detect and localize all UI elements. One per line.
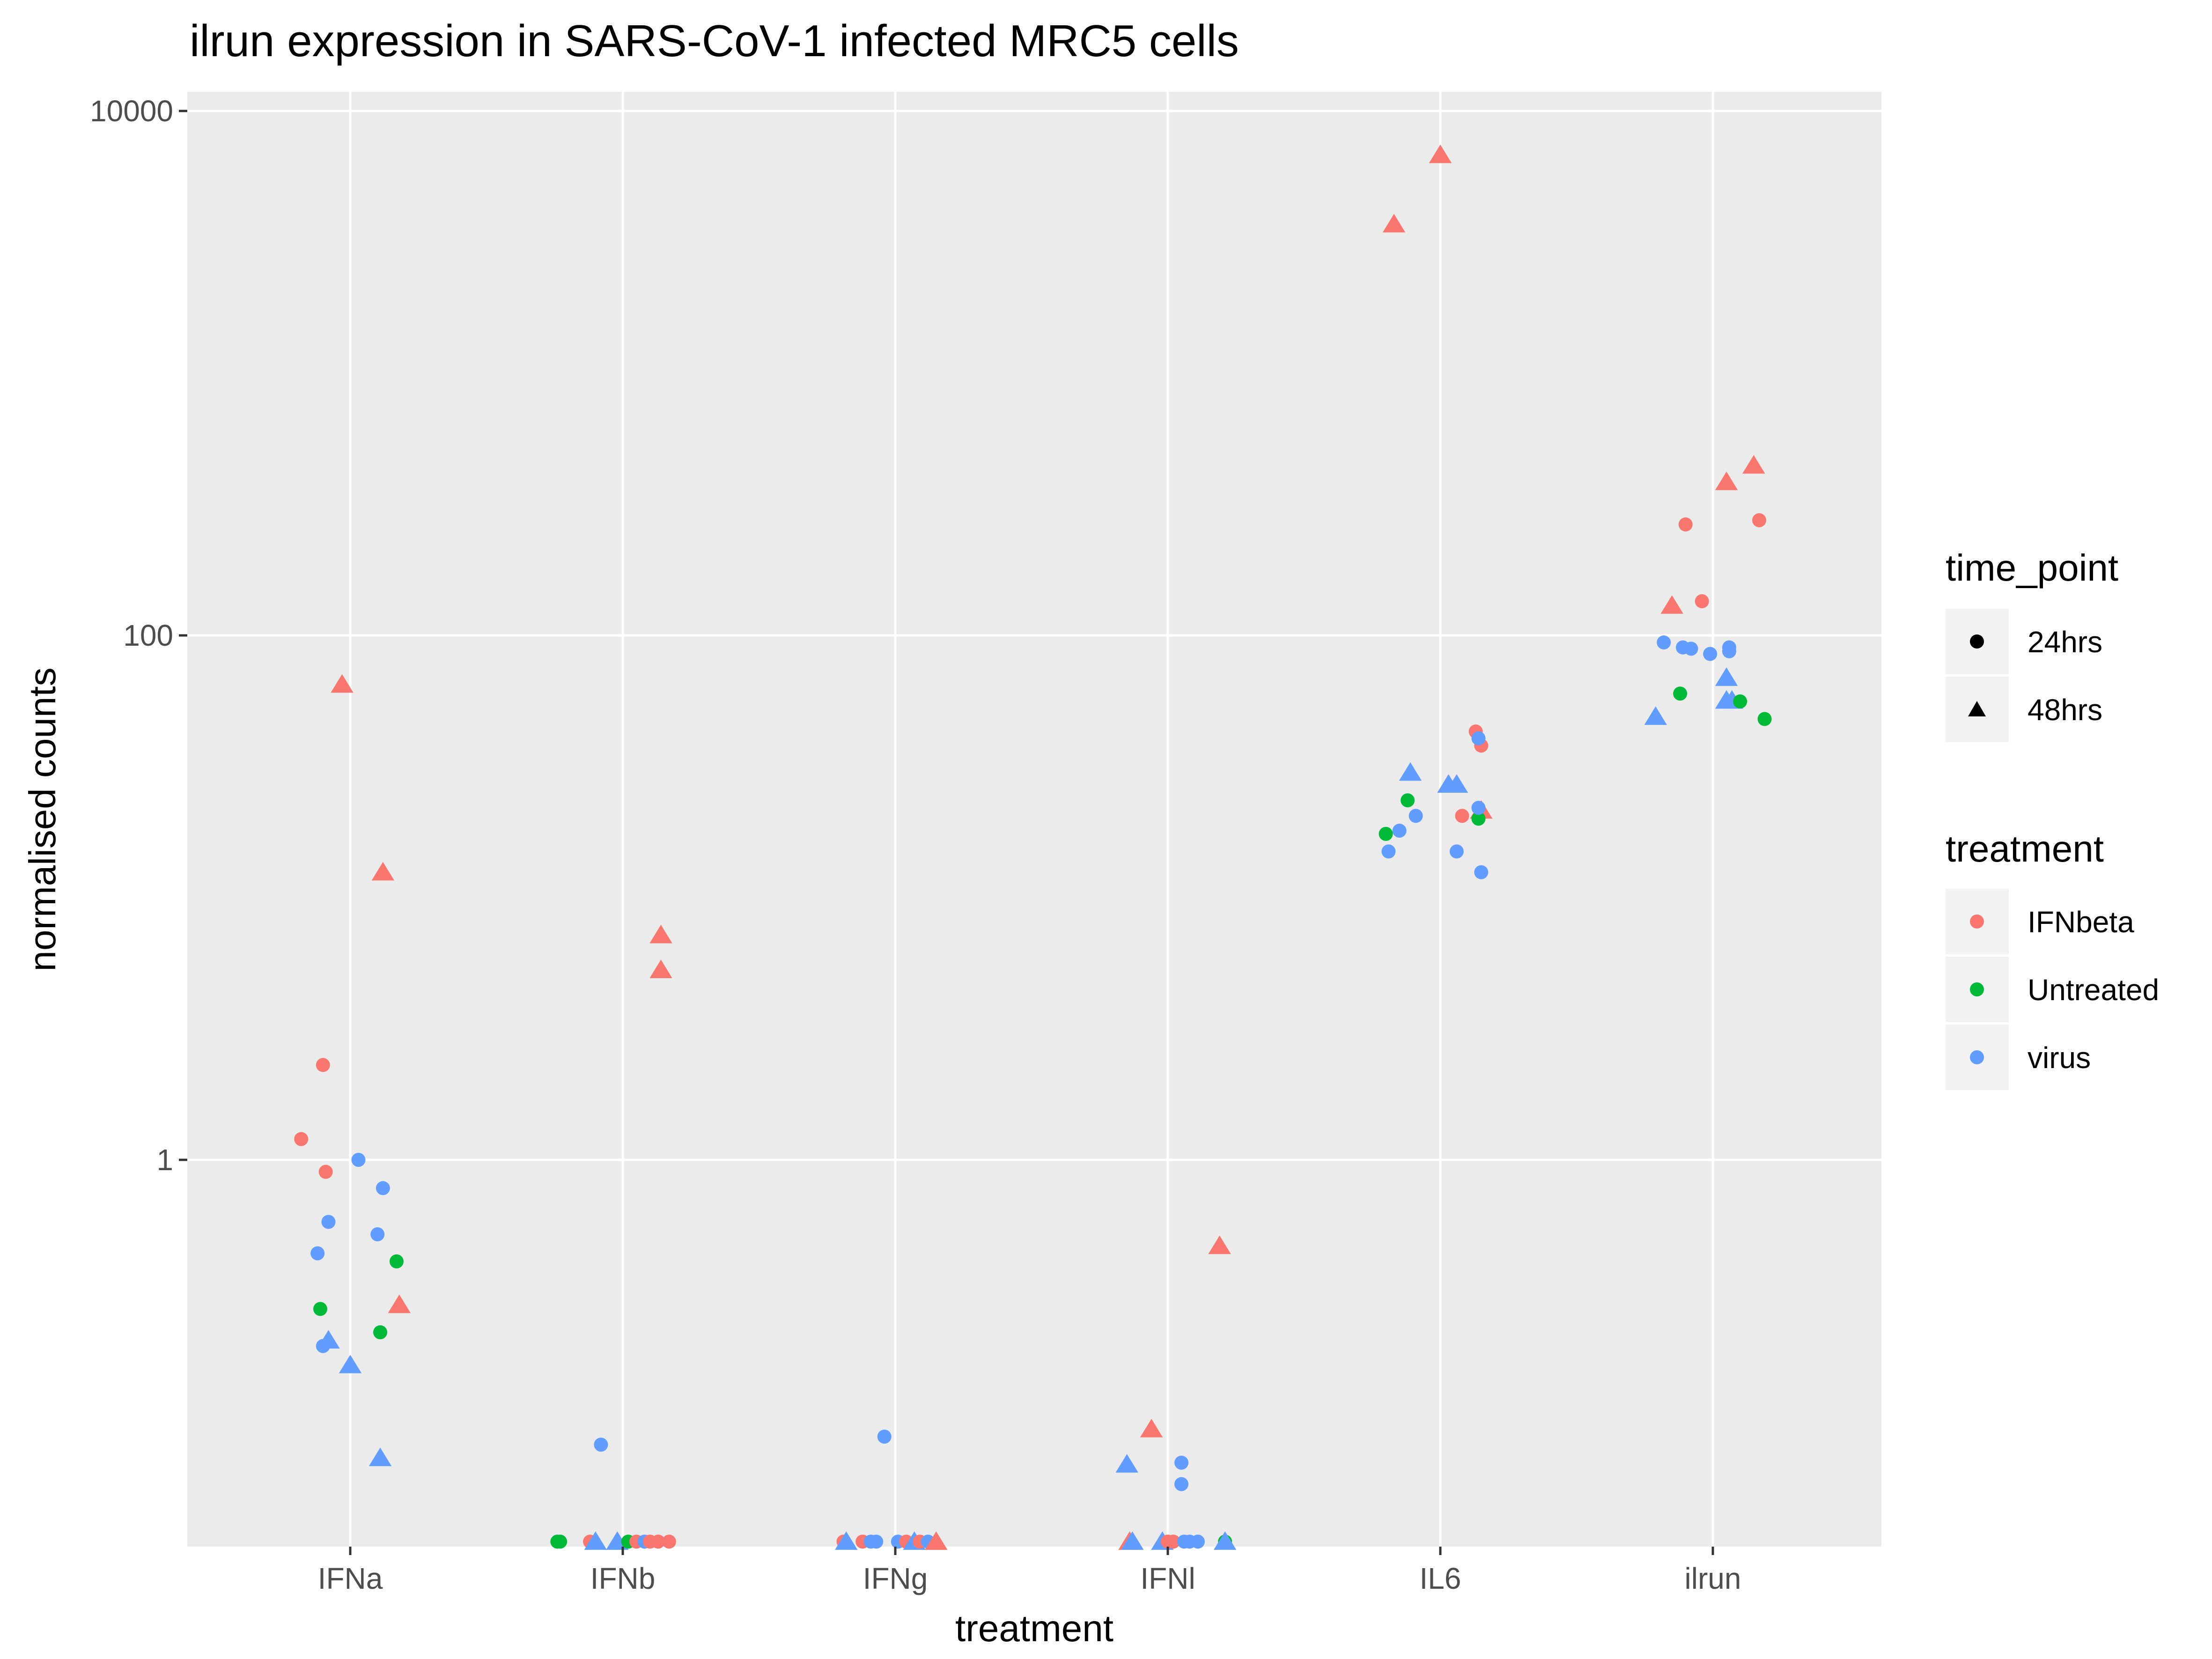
data-point-circle: [1408, 809, 1423, 823]
data-point-triangle: [649, 924, 672, 944]
data-point-circle: [869, 1534, 884, 1549]
x-tick-label: IFNa: [318, 1562, 383, 1595]
data-point-circle: [1673, 686, 1688, 701]
y-tick-label: 10000: [90, 94, 173, 128]
data-point-circle: [1449, 844, 1464, 859]
data-point-circle: [1174, 1455, 1189, 1470]
data-point-circle: [370, 1227, 385, 1242]
data-point-circle: [662, 1534, 676, 1549]
data-point-triangle: [1140, 1419, 1163, 1438]
data-point-circle: [1684, 641, 1698, 656]
data-point-circle: [1381, 844, 1396, 859]
data-point-circle: [1455, 809, 1469, 823]
legend-key-circle: [1970, 634, 1984, 649]
data-point-triangle: [1644, 706, 1667, 725]
y-axis-title: normalised counts: [22, 667, 63, 971]
data-point-circle: [1166, 1534, 1180, 1549]
data-point-circle: [1471, 731, 1486, 745]
legend-key-triangle: [1968, 701, 1986, 716]
legend-label-24hrs: 24hrs: [2028, 625, 2102, 659]
data-point-circle: [318, 1165, 333, 1179]
plot-panel: [187, 92, 1881, 1547]
data-point-circle: [594, 1438, 608, 1452]
data-point-circle: [1752, 513, 1766, 527]
data-point-circle: [1657, 635, 1671, 650]
data-point-circle: [321, 1215, 336, 1229]
data-point-circle: [389, 1254, 404, 1268]
data-point-circle: [877, 1430, 892, 1444]
data-point-circle: [1392, 824, 1407, 838]
data-points: [294, 144, 1772, 1550]
data-point-circle: [1757, 712, 1772, 726]
data-point-triangle: [1715, 472, 1738, 490]
x-tick-label: IFNl: [1140, 1562, 1195, 1595]
data-point-circle: [651, 1534, 665, 1549]
data-point-circle: [351, 1153, 366, 1167]
data-point-triangle: [1742, 455, 1765, 474]
legend-key-virus: [1970, 1050, 1984, 1064]
legend-key-ifnbeta: [1970, 914, 1984, 929]
legend-key-untreated: [1970, 982, 1984, 996]
legend-title-time-point: time_point: [1946, 547, 2118, 589]
data-point-circle: [1471, 801, 1486, 815]
data-point-circle: [1191, 1534, 1205, 1549]
data-point-triangle: [1399, 762, 1422, 781]
data-point-triangle: [1208, 1235, 1231, 1254]
x-axis: IFNa IFNb IFNg IFNl IL6 ilrun: [318, 1547, 1741, 1595]
data-point-triangle: [1715, 667, 1738, 686]
data-point-triangle: [584, 1531, 607, 1550]
data-point-triangle: [1429, 144, 1452, 163]
y-tick-label: 100: [123, 619, 173, 652]
data-point-triangle: [1214, 1531, 1237, 1550]
data-point-triangle: [925, 1531, 948, 1550]
data-point-triangle: [317, 1330, 340, 1349]
data-point-circle: [1722, 640, 1736, 655]
x-tick-label: IFNg: [863, 1562, 928, 1595]
chart-title: ilrun expression in SARS-CoV-1 infected …: [190, 16, 1239, 66]
x-tick-label: IFNb: [590, 1562, 656, 1595]
legend-label-ifnbeta: IFNbeta: [2028, 905, 2134, 939]
data-point-circle: [376, 1181, 390, 1195]
data-point-triangle: [369, 1447, 392, 1467]
data-point-circle: [373, 1325, 388, 1340]
data-point-triangle: [1445, 774, 1468, 793]
data-point-circle: [1703, 647, 1718, 661]
x-axis-title: treatment: [955, 1607, 1113, 1649]
data-point-circle: [294, 1132, 309, 1146]
data-point-circle: [1695, 594, 1709, 609]
legend-label-untreated: Untreated: [2028, 973, 2159, 1007]
legend-label-48hrs: 48hrs: [2028, 693, 2102, 727]
x-tick-label: ilrun: [1685, 1562, 1741, 1595]
data-point-circle: [1401, 793, 1415, 808]
x-tick-label: IL6: [1420, 1562, 1461, 1595]
data-point-triangle: [649, 959, 672, 979]
legend-treatment: treatment IFNbeta Untreated virus: [1946, 828, 2159, 1090]
data-point-triangle: [371, 862, 395, 881]
grid-lines: [187, 92, 1881, 1547]
data-point-triangle: [331, 674, 354, 693]
data-point-circle: [1678, 517, 1693, 531]
data-point-triangle: [388, 1294, 411, 1313]
data-point-circle: [316, 1058, 330, 1072]
data-point-triangle: [1660, 595, 1683, 614]
data-point-circle: [313, 1302, 327, 1316]
data-point-triangle: [339, 1355, 362, 1373]
data-point-circle: [553, 1534, 568, 1549]
data-point-triangle: [1115, 1454, 1138, 1473]
legend-label-virus: virus: [2028, 1041, 2091, 1075]
data-point-circle: [310, 1246, 325, 1261]
data-point-triangle: [1382, 214, 1406, 233]
y-axis: 1 100 10000: [90, 94, 187, 1177]
legend-time-point: time_point 24hrs 48hrs: [1946, 547, 2118, 742]
data-point-circle: [1471, 811, 1486, 826]
data-point-triangle: [1121, 1531, 1144, 1550]
data-point-circle: [1733, 694, 1747, 709]
data-point-circle: [1174, 1477, 1189, 1491]
data-point-circle: [1474, 865, 1489, 879]
data-point-circle: [1379, 826, 1393, 841]
y-tick-label: 1: [156, 1143, 173, 1177]
data-point-triangle: [835, 1531, 858, 1550]
legend-title-treatment: treatment: [1946, 828, 2104, 870]
